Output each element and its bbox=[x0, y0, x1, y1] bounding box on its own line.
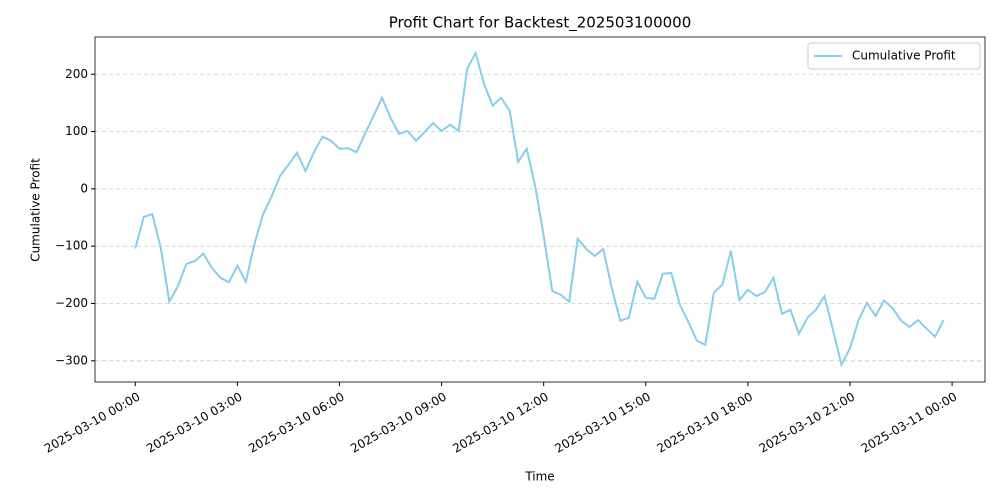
legend-label: Cumulative Profit bbox=[852, 49, 956, 63]
y-tick-label: 200 bbox=[65, 67, 88, 81]
x-axis-label: Time bbox=[524, 470, 554, 484]
y-tick-label: −100 bbox=[55, 239, 88, 253]
y-tick-label: −200 bbox=[55, 296, 88, 310]
plot-frame bbox=[94, 36, 986, 383]
line-series bbox=[134, 50, 945, 368]
y-tick-label: 0 bbox=[80, 181, 88, 195]
y-tick-label: −300 bbox=[55, 353, 88, 367]
chart-title: Profit Chart for Backtest_202503100000 bbox=[389, 14, 692, 33]
y-axis-label: Cumulative Profit bbox=[29, 158, 43, 262]
legend-box bbox=[807, 42, 981, 70]
y-tick-label: 100 bbox=[65, 124, 88, 138]
